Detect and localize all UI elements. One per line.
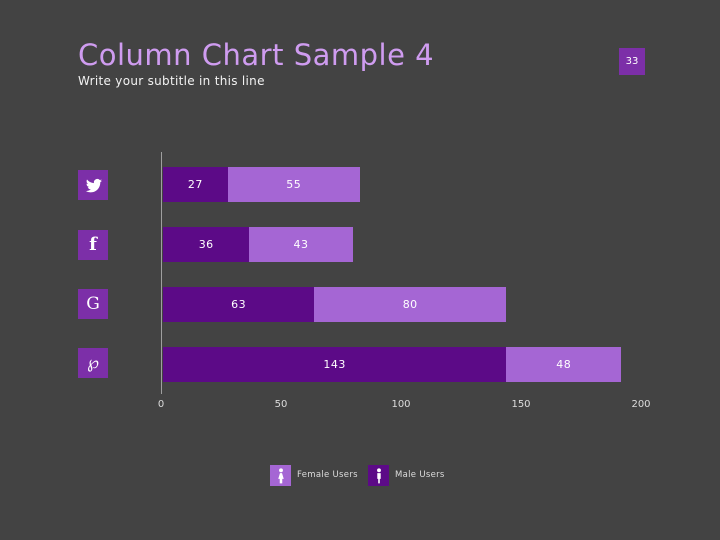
bar-segment: 43 [249,227,353,262]
x-axis-tick-label: 100 [391,399,411,410]
bar-value-label: 63 [231,298,247,311]
bar-segment: 63 [163,287,315,322]
bar-value-label: 48 [556,358,572,371]
bar-value-label: 43 [293,238,309,251]
chart-legend: Female Users Male Users [0,465,720,487]
bar-value-label: 27 [187,178,203,191]
bar-value-label: 36 [198,238,214,251]
female-legend-swatch [270,465,291,486]
bar-segment: 80 [314,287,507,322]
page-subtitle: Write your subtitle in this line [78,74,265,88]
female-legend-label: Female Users [297,470,358,480]
x-axis: 0 50 100 150 200 [157,399,661,413]
bar-row-google: 63 80 [163,287,652,322]
x-axis-tick-label: 150 [511,399,531,410]
pinterest-p-glyph: ℘ [87,352,99,373]
bar-segment: 27 [163,167,228,202]
twitter-bird-icon [85,178,102,193]
x-axis-tick-label: 0 [157,399,165,410]
male-person-icon [376,467,381,483]
bar-segment: 36 [163,227,250,262]
google-g-glyph: G [86,293,100,314]
bar-row-twitter: 27 55 [163,167,652,202]
male-legend-swatch [368,465,389,486]
female-person-icon [277,467,284,483]
page-number: 33 [625,56,639,67]
bar-value-label: 55 [286,178,302,191]
bar-value-label: 143 [323,358,346,371]
facebook-icon: f [78,230,108,260]
bar-segment: 48 [506,347,622,382]
bar-value-label: 80 [402,298,418,311]
page-number-badge: 33 [619,48,645,75]
bar-row-facebook: 36 43 [163,227,652,262]
twitter-icon [78,170,108,200]
page-title: Column Chart Sample 4 [78,38,435,72]
male-legend-label: Male Users [395,470,445,480]
google-icon: G [78,289,108,319]
pinterest-icon: ℘ [78,348,108,378]
bar-segment: 143 [163,347,507,382]
x-axis-tick-label: 50 [274,399,288,410]
x-axis-tick-label: 200 [631,399,651,410]
bar-row-pinterest: 143 48 [163,347,652,382]
bar-segment: 55 [227,167,360,202]
facebook-f-glyph: f [89,234,97,255]
chart-plot-area: 27 55 36 43 63 80 143 48 [161,152,652,394]
